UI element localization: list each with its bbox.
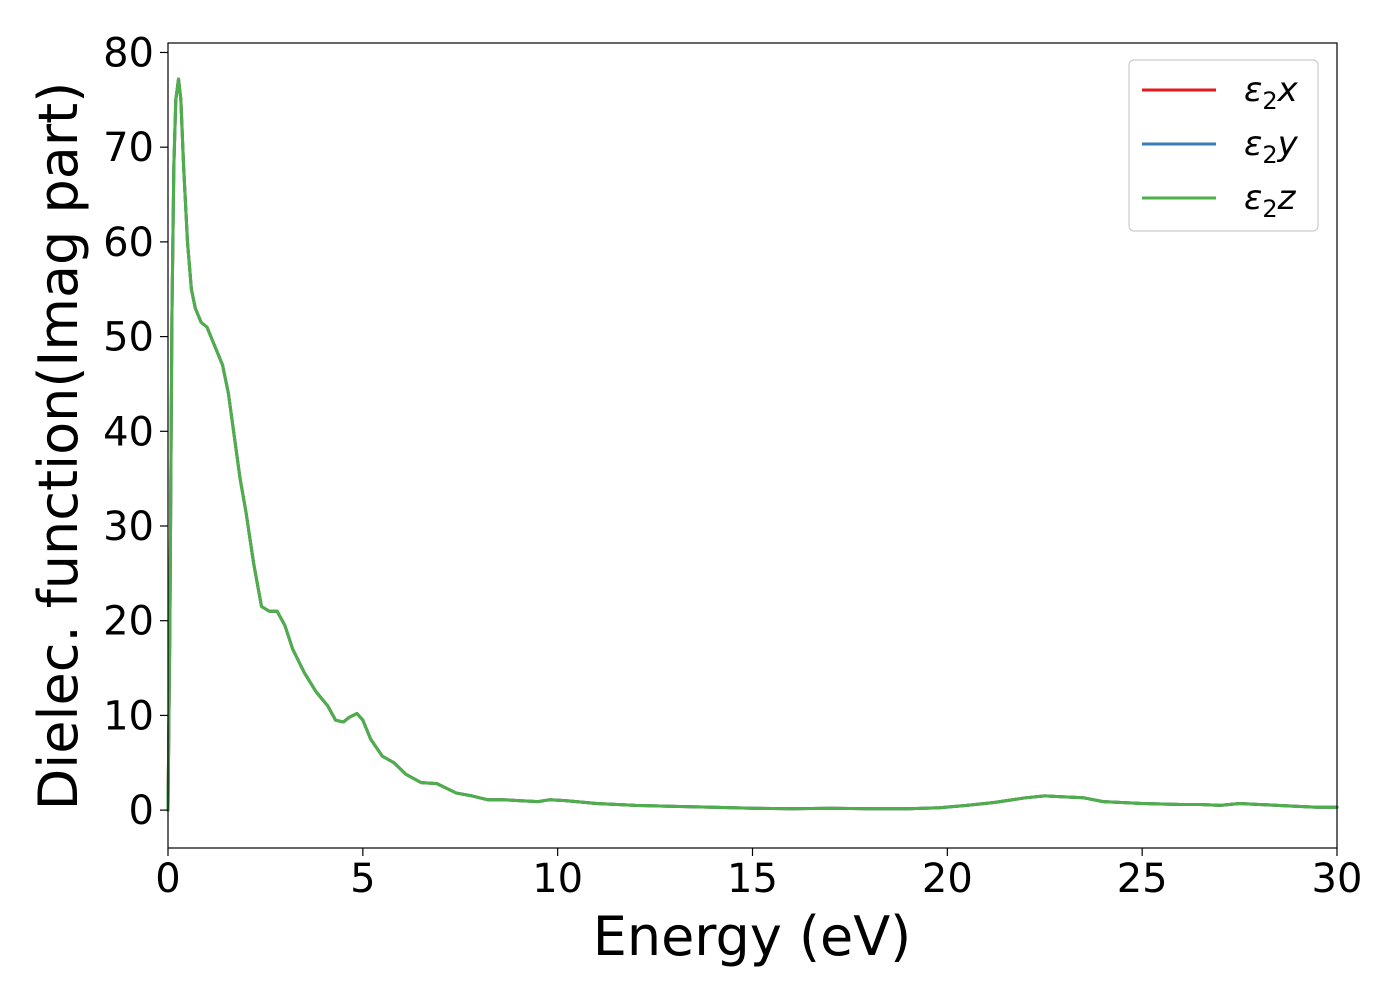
y-tick-label: 80 bbox=[103, 30, 154, 76]
y-tick-label: 50 bbox=[103, 315, 154, 361]
y-tick-label: 10 bbox=[103, 693, 154, 739]
x-tick-label: 5 bbox=[350, 856, 375, 902]
legend-label-1: ε2y bbox=[1244, 124, 1299, 169]
legend-label-0: ε2x bbox=[1244, 70, 1299, 115]
y-tick-label: 30 bbox=[103, 504, 154, 550]
x-tick-label: 30 bbox=[1312, 856, 1363, 902]
ticks-layer: 0 5 10 15 20 25 30 0 10 20 30 40 50 60 70 80 bbox=[103, 30, 1362, 902]
legend-box bbox=[1128, 59, 1319, 232]
x-axis-label: Energy (eV) bbox=[593, 905, 912, 968]
legend-label-2: ε2z bbox=[1244, 178, 1297, 223]
x-tick-label: 15 bbox=[727, 856, 778, 902]
y-tick-label: 0 bbox=[129, 788, 154, 834]
legend-items: ε2x ε2y ε2z bbox=[1142, 70, 1299, 223]
x-tick-label: 25 bbox=[1117, 856, 1168, 902]
x-tick-label: 20 bbox=[922, 856, 973, 902]
y-tick-label: 20 bbox=[103, 599, 154, 645]
y-tick-label: 60 bbox=[103, 220, 154, 266]
legend: ε2x ε2y ε2z bbox=[1128, 59, 1319, 232]
y-tick-label: 70 bbox=[103, 125, 154, 171]
x-tick-label: 10 bbox=[532, 856, 583, 902]
series-layer bbox=[166, 77, 1339, 812]
x-tick-label: 0 bbox=[155, 856, 180, 902]
series-line-2 bbox=[166, 77, 1339, 812]
y-tick-label: 40 bbox=[103, 409, 154, 455]
y-axis-label: Dielec. function(Imag part) bbox=[27, 82, 90, 811]
